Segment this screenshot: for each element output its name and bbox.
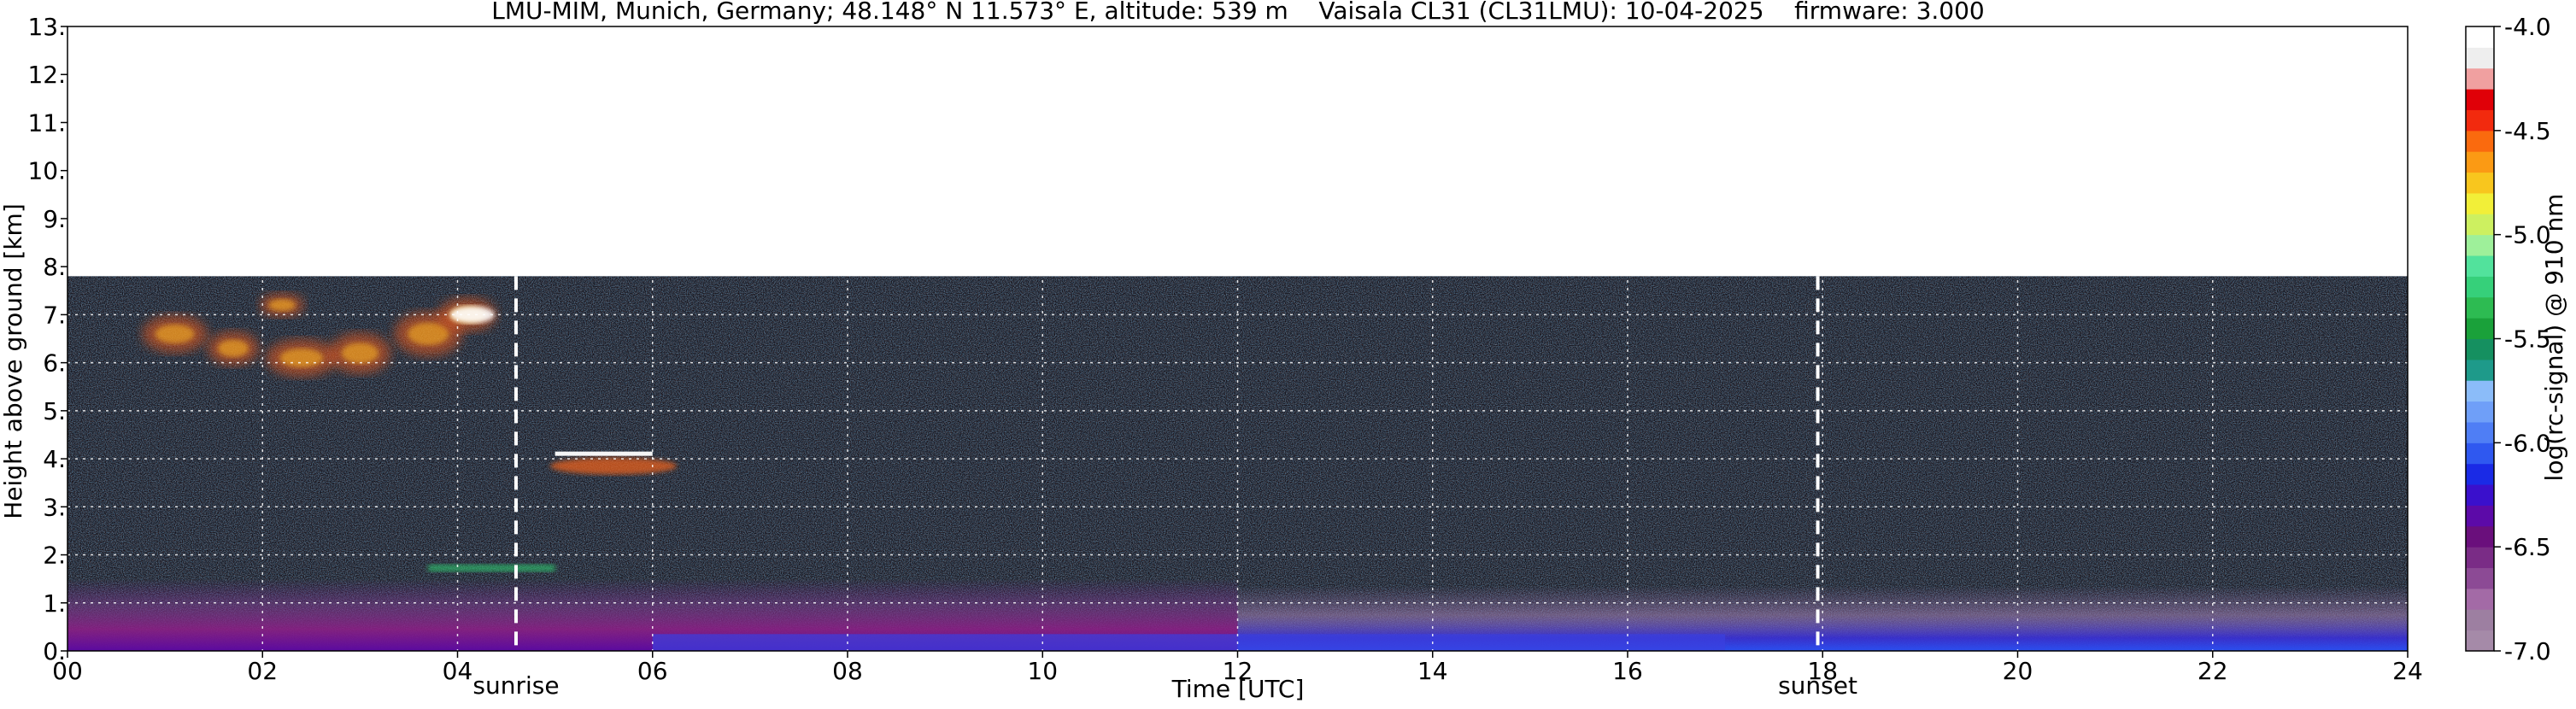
colorbar-segment: [2466, 26, 2494, 48]
colorbar: -4.0 -4.5 -5.0 -5.5 -6.0 -6.5 -7.0: [2465, 13, 2551, 665]
x-tick-label: 12: [1223, 657, 1253, 685]
axes: 00 02 04 06 08 10 12 14 16 18 20 22 24 0. 1. 2. 3. 4. 5. 6.…: [27, 13, 2422, 685]
cloud-core: [268, 299, 296, 312]
colorbar-segment: [2466, 47, 2494, 69]
colorbar-segment: [2466, 255, 2494, 277]
x-tick-label: 04: [443, 657, 473, 685]
colorbar-tick-label: -6.5: [2504, 533, 2551, 561]
colorbar-segment: [2466, 318, 2494, 339]
colorbar-segment: [2466, 505, 2494, 527]
y-tick-label: 9.: [43, 205, 66, 233]
colorbar-segment: [2466, 401, 2494, 423]
sun-markers: sunrise sunset: [472, 276, 1857, 700]
colorbar-segment: [2466, 484, 2494, 506]
colorbar-segment: [2466, 214, 2494, 236]
y-tick-label: 13.: [27, 13, 66, 41]
y-tick-label: 10.: [27, 157, 66, 185]
surface-layer: [652, 634, 1726, 651]
y-tick-label: 8.: [43, 253, 66, 281]
colorbar-tick-label: -5.0: [2504, 221, 2551, 249]
x-tick-label: 02: [247, 657, 278, 685]
y-axis-label: Height above ground [km]: [0, 203, 27, 519]
mid-cloud: [549, 457, 678, 475]
colorbar-segment: [2466, 67, 2494, 90]
colorbar-segment: [2466, 359, 2494, 381]
colorbar-segment: [2466, 567, 2494, 589]
y-tick-label: 6.: [43, 349, 66, 378]
x-tick-label: 14: [1417, 657, 1448, 685]
colorbar-segment: [2466, 234, 2494, 256]
colorbar-segment: [2466, 588, 2494, 610]
x-tick-label: 24: [2392, 657, 2423, 685]
x-tick-label: 16: [1612, 657, 1643, 685]
y-tick-label: 5.: [43, 397, 66, 425]
colorbar-segment: [2466, 296, 2494, 319]
mid-cloud-top: [555, 451, 653, 456]
colorbar-segment: [2466, 109, 2494, 132]
x-tick-label: 06: [637, 657, 668, 685]
colorbar-tick-label: -5.5: [2504, 325, 2551, 354]
cloud-core: [155, 324, 195, 343]
y-tick-label: 7.: [43, 301, 66, 329]
colorbar-tick-label: -4.0: [2504, 13, 2551, 41]
cloud-core: [218, 339, 249, 357]
colorbar-segment: [2466, 442, 2494, 465]
cloud-peak: [449, 306, 495, 324]
x-tick-label: 22: [2198, 657, 2228, 685]
marker-label-sunrise: sunrise: [472, 671, 559, 700]
marker-label-sunset: sunset: [1778, 671, 1857, 700]
colorbar-label: log(rc-signal) @ 910 nm: [2540, 194, 2568, 482]
x-tick-label: 00: [52, 657, 83, 685]
cloud-core: [279, 348, 324, 367]
colorbar-segment: [2466, 172, 2494, 194]
y-tick-label: 2.: [43, 542, 66, 570]
y-tick-label: 1.: [43, 589, 66, 618]
colorbar-segment: [2466, 130, 2494, 152]
colorbar-tick-label: -6.0: [2504, 429, 2551, 457]
y-tick-label: 4.: [43, 445, 66, 473]
x-axis-label: Time [UTC]: [1171, 675, 1305, 703]
colorbar-segment: [2466, 380, 2494, 402]
x-tick-label: 20: [2003, 657, 2033, 685]
y-tick-label: 11.: [27, 108, 66, 137]
colorbar-segment: [2466, 89, 2494, 110]
colorbar-segment: [2466, 463, 2494, 485]
y-tick-label: 3.: [43, 493, 66, 521]
colorbar-tick-label: -7.0: [2504, 637, 2551, 665]
colorbar-segment: [2466, 151, 2494, 173]
x-tick-label: 10: [1027, 657, 1058, 685]
colorbar-segment: [2466, 547, 2494, 569]
colorbar-segment: [2466, 630, 2494, 652]
thin-layer: [428, 564, 555, 572]
colorbar-segment: [2466, 276, 2494, 298]
colorbar-segment: [2466, 338, 2494, 360]
colorbar-segment: [2466, 525, 2494, 548]
x-tick-label: 18: [1807, 657, 1838, 685]
y-tick-label: 0.: [43, 637, 66, 665]
cloud-core: [341, 343, 378, 364]
colorbar-tick-label: -4.5: [2504, 117, 2551, 145]
colorbar-segment: [2466, 421, 2494, 443]
cloud-core: [408, 322, 449, 345]
y-tick-label: 12.: [27, 61, 66, 89]
signal-features: [67, 293, 2408, 651]
grid-lines: [67, 26, 2408, 651]
colorbar-segment: [2466, 609, 2494, 631]
x-tick-label: 08: [832, 657, 863, 685]
chart-title: LMU-MIM, Munich, Germany; 48.148° N 11.5…: [491, 0, 1985, 25]
colorbar-segment: [2466, 192, 2494, 214]
